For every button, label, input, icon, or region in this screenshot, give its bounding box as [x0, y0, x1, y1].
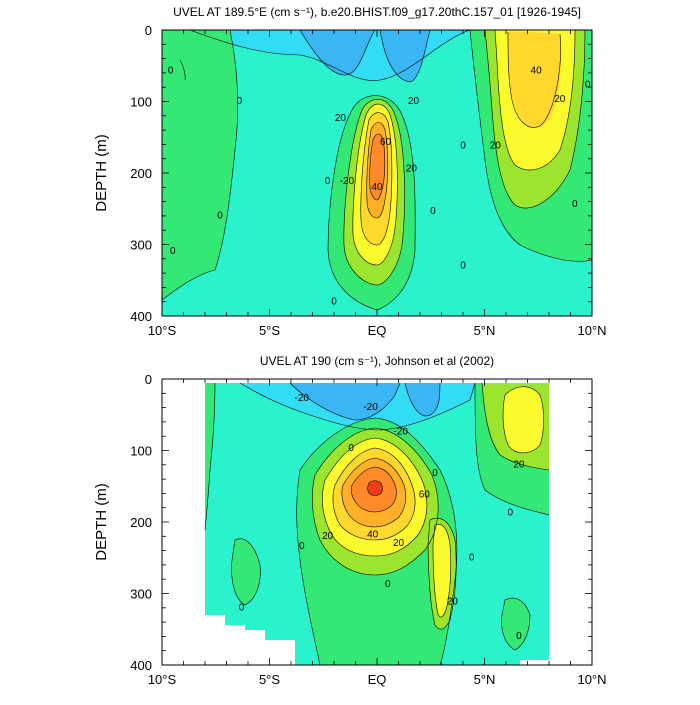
panel2-necc-20-30 [503, 386, 544, 453]
x-tick-label: EQ [368, 672, 387, 687]
contour-label: 20 [393, 538, 405, 549]
panel2-contour-fill [162, 379, 592, 665]
panel2-contour-lines [204, 382, 550, 665]
contour-label: 20 [554, 94, 566, 105]
contour-label: 60 [380, 137, 392, 148]
panel2-level-0-10-west [205, 383, 215, 530]
contour-label: 0 [168, 65, 174, 76]
panel1-level-0-10-west [162, 30, 238, 300]
contour-label: -20 [393, 426, 408, 437]
contour-label: 0 [460, 140, 466, 151]
contour-label: 20 [335, 113, 347, 124]
contour-label: 0 [348, 443, 354, 454]
contour-label: 0 [572, 199, 578, 210]
panel2-contour-labels: -20 -20 -20 0 0 20 0 0 0 0 20 20 40 60 20 0 0 [239, 393, 525, 642]
contour-label: -20 [363, 402, 378, 413]
panel1-level-neg20 [300, 30, 375, 75]
x-tick-label: 10°S [148, 672, 177, 687]
y-tick-label: 300 [130, 587, 152, 602]
contour-label: 0 [430, 206, 436, 217]
contour-label: 60 [419, 489, 431, 500]
panel2-ylabel: DEPTH (m) [93, 483, 110, 561]
y-tick-label: 300 [130, 238, 152, 253]
contour-label: -20 [340, 176, 355, 187]
contour-label: 20 [406, 163, 418, 174]
y-tick-label: 0 [145, 23, 152, 38]
panel1-necc-30-40 [508, 32, 562, 129]
contour-label: 20 [408, 96, 420, 107]
x-tick-label: EQ [368, 323, 387, 338]
contour-label: 0 [217, 210, 223, 221]
contour-label: 0 [508, 507, 514, 518]
contour-label: 0 [325, 176, 331, 187]
contour-label: 40 [531, 65, 543, 76]
panel2-patch-west [231, 538, 261, 605]
x-tick-label: 10°N [577, 672, 606, 687]
panel2-title: UVEL AT 190 (cm s⁻¹), Johnson et al (200… [260, 354, 494, 368]
panel2-missing-east [520, 379, 592, 665]
panel2-missing-west [162, 379, 295, 665]
contour-label: 0 [585, 80, 591, 91]
y-tick-label: 200 [130, 166, 152, 181]
panel2-euc-gt60 [367, 480, 383, 496]
x-tick-label: 5°S [259, 672, 280, 687]
contour-label: 20 [513, 459, 525, 470]
y-tick-label: 100 [130, 444, 152, 459]
panel1-ylabel: DEPTH (m) [93, 134, 110, 212]
panel2-patch-east [501, 598, 530, 650]
panel1-contour-labels: 0 0 0 0 0 0 0 0 0 0 0 20 20 -20 20 40 60 40 20 20 [168, 65, 591, 307]
contour-label: 0 [385, 579, 391, 590]
contour-label: 20 [490, 140, 502, 151]
panel1-title: UVEL AT 189.5°E (cm s⁻¹), b.e20.BHIST.f0… [173, 5, 581, 19]
contour-label: 20 [447, 597, 459, 608]
x-tick-label: 5°S [259, 323, 280, 338]
y-tick-label: 400 [130, 658, 152, 673]
panel-observations: UVEL AT 190 (cm s⁻¹), Johnson et al (200… [93, 354, 607, 687]
panel1-contour-lines [162, 30, 592, 311]
contour-label: 40 [367, 529, 379, 540]
panel2-level-20-30-tongue [433, 524, 451, 618]
x-tick-label: 10°S [148, 323, 177, 338]
contour-label: 0 [469, 552, 475, 563]
y-tick-label: 200 [130, 515, 152, 530]
x-tick-label: 10°N [577, 323, 606, 338]
contour-label: 0 [331, 296, 337, 307]
panel2-level-neg20b [405, 383, 440, 416]
panel-model: UVEL AT 189.5°E (cm s⁻¹), b.e20.BHIST.f0… [93, 5, 607, 338]
panel2-level-neg20 [290, 383, 400, 420]
panel1-contour-fill [162, 30, 592, 316]
panel1-euc-50-60 [369, 134, 385, 200]
y-tick-label: 100 [130, 95, 152, 110]
contour-label: 0 [239, 602, 245, 613]
contour-label: 0 [237, 96, 243, 107]
contour-label: 40 [371, 182, 383, 193]
contour-label: 20 [322, 531, 334, 542]
contour-label: 0 [460, 261, 466, 272]
x-tick-label: 5°N [474, 323, 496, 338]
contour-label: 0 [516, 631, 522, 642]
x-tick-label: 5°N [474, 672, 496, 687]
contour-label: -20 [295, 393, 310, 404]
y-tick-label: 400 [130, 309, 152, 324]
contour-label: 0 [170, 246, 176, 257]
contour-label: 0 [299, 541, 305, 552]
panel1-level-neg20b [380, 30, 430, 82]
y-tick-label: 0 [145, 372, 152, 387]
contour-label: 0 [432, 468, 438, 479]
